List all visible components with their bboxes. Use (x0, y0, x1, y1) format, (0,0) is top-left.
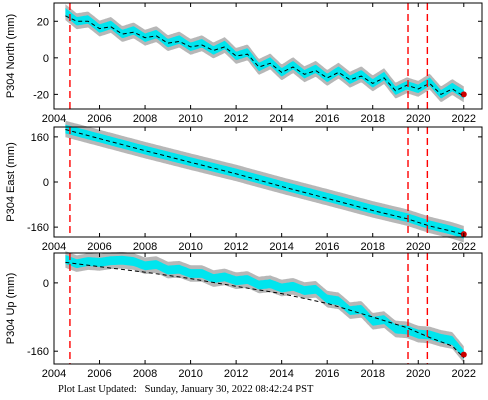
x-tick-label: 2006 (87, 113, 111, 125)
y-tick-label: -160 (27, 222, 49, 234)
model-line (65, 15, 465, 97)
updated-label: Plot Last Updated: (58, 384, 137, 395)
error-band (65, 251, 464, 363)
plot-frame (53, 2, 483, 110)
x-tick-label: 2006 (87, 368, 111, 380)
y-axis-label: P304 North (mm) (5, 14, 17, 98)
x-tick-label: 2014 (269, 113, 293, 125)
x-tick-label: 2010 (178, 241, 202, 253)
latest-point (460, 91, 467, 98)
panel-2: 0 -160 2004 2006 2008 2010 2012 2014 2016 2018 202… (5, 251, 483, 380)
x-tick-label: 2020 (406, 241, 430, 253)
x-tick-label: 2004 (42, 368, 66, 380)
x-tick-label: 2010 (178, 113, 202, 125)
x-tick-label: 2012 (224, 241, 248, 253)
x-tick-label: 2014 (269, 368, 293, 380)
x-tick-label: 2016 (315, 241, 339, 253)
x-tick-label: 2008 (133, 368, 157, 380)
x-tick-label: 2018 (360, 241, 384, 253)
y-tick-label: 0 (43, 278, 49, 290)
x-tick-label: 2004 (42, 113, 66, 125)
x-tick-label: 2010 (178, 368, 202, 380)
panel-1: 160 0 -160 2004 2006 2008 2010 2012 2014 2016 2018… (5, 120, 483, 253)
x-tick-label: 2014 (269, 241, 293, 253)
observed-data-band (65, 255, 464, 359)
observed-data-band (65, 7, 464, 99)
y-tick-label: 0 (43, 177, 49, 189)
x-tick-label: 2022 (452, 113, 476, 125)
x-tick-label: 2008 (133, 241, 157, 253)
y-axis-label: P304 East (mm) (5, 142, 17, 221)
y-axis-label: P304 Up (mm) (5, 273, 17, 345)
panel-0: 20 0 -20 2004 2006 2008 2010 2012 2014 2016 2018 20… (5, 2, 483, 125)
x-tick-label: 2016 (315, 368, 339, 380)
y-tick-label: 160 (31, 132, 49, 144)
y-tick-label: -20 (33, 89, 49, 101)
model-line (65, 129, 464, 236)
x-tick-label: 2020 (406, 368, 430, 380)
x-tick-label: 2016 (315, 113, 339, 125)
plot-frame (53, 252, 483, 365)
y-tick-label: -160 (27, 346, 49, 358)
plot-updated-footer: Plot Last Updated: Sunday, January 30, 2… (58, 384, 313, 395)
model-line (65, 261, 465, 358)
x-tick-label: 2006 (87, 241, 111, 253)
x-tick-label: 2008 (133, 113, 157, 125)
x-tick-label: 2018 (360, 113, 384, 125)
x-tick-label: 2022 (452, 368, 476, 380)
x-tick-label: 2012 (224, 368, 248, 380)
x-tick-label: 2022 (452, 241, 476, 253)
updated-datetime: Sunday, January 30, 2022 08:42:24 PST (144, 384, 314, 395)
x-tick-label: 2012 (224, 113, 248, 125)
x-tick-label: 2020 (406, 113, 430, 125)
y-tick-label: 20 (37, 16, 49, 28)
x-tick-label: 2004 (42, 241, 66, 253)
latest-point (460, 351, 467, 358)
y-tick-label: 0 (43, 53, 49, 65)
x-tick-label: 2018 (360, 368, 384, 380)
